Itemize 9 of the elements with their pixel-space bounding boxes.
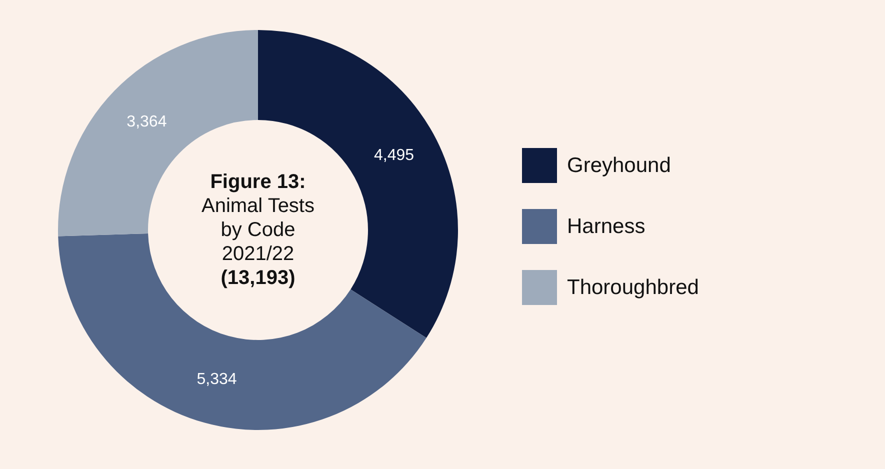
data-label: 5,334 bbox=[196, 370, 237, 388]
data-label: 4,495 bbox=[374, 147, 414, 164]
legend-label: Harness bbox=[567, 214, 646, 238]
data-label: 3,364 bbox=[126, 114, 167, 131]
legend-label: Greyhound bbox=[567, 154, 671, 178]
text: Figure 13: bbox=[209, 170, 307, 194]
legend-label: Thoroughbred bbox=[567, 276, 699, 300]
text: (13,193) bbox=[220, 266, 296, 290]
text: Animal Tests by Code 2021/22 bbox=[200, 194, 316, 266]
